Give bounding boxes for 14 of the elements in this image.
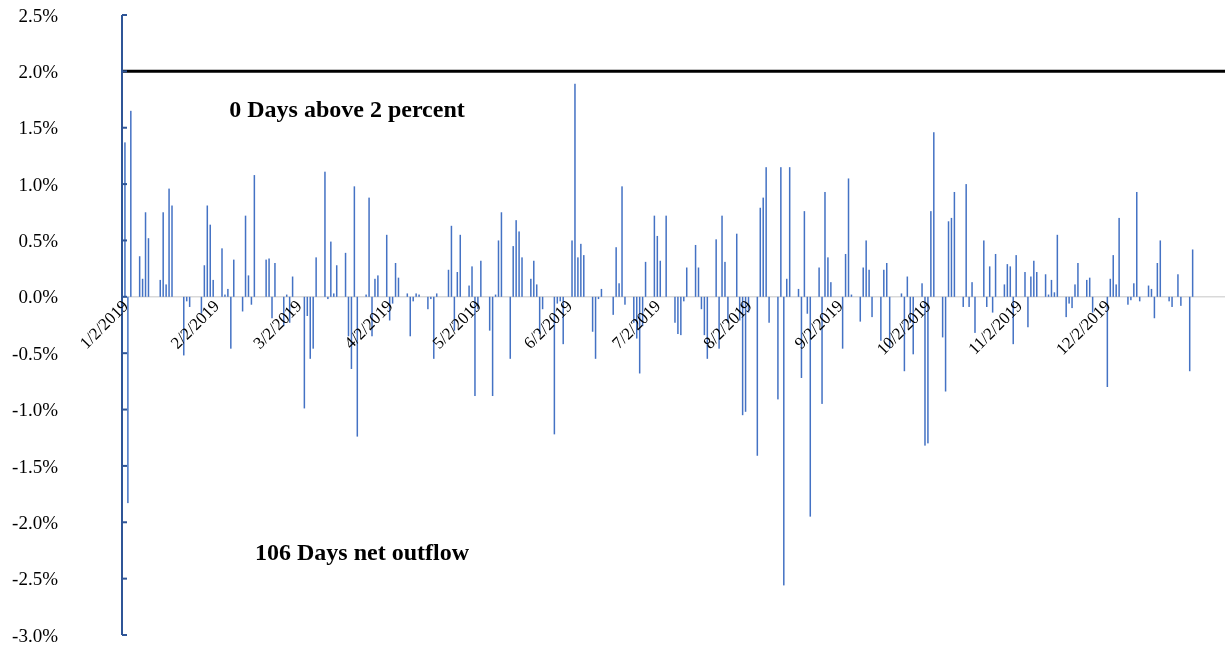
y-tick-label: 0.0% (18, 286, 59, 308)
y-tick-label: -2.5% (12, 568, 59, 590)
y-tick-label: 1.0% (18, 173, 59, 195)
y-tick-label: -2.0% (12, 511, 59, 533)
y-tick-label: 1.5% (18, 117, 59, 139)
y-tick-label: 2.5% (18, 4, 59, 26)
y-tick-label: -3.0% (12, 624, 59, 646)
y-tick-label: -1.5% (12, 455, 59, 477)
annotation: 0 Days above 2 percent (229, 95, 465, 122)
y-tick-label: -1.0% (12, 399, 59, 421)
annotation: 106 Days net outflow (255, 538, 470, 565)
y-tick-label: 2.0% (18, 61, 59, 83)
y-tick-label: 0.5% (18, 230, 59, 252)
y-tick-label: -0.5% (12, 342, 59, 364)
